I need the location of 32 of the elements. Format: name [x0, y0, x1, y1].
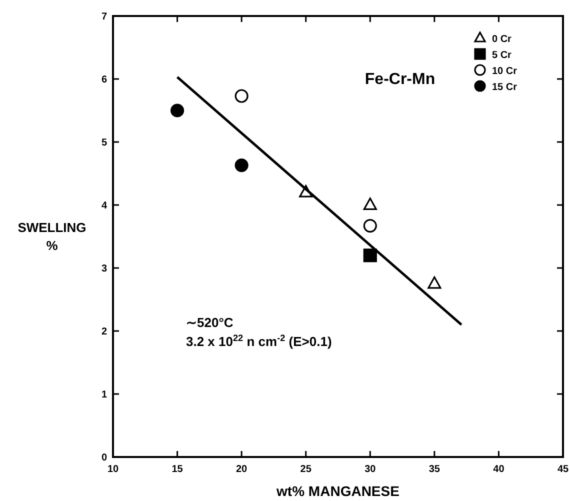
- x-tick-label: 40: [493, 464, 505, 475]
- x-tick-label: 15: [172, 464, 184, 475]
- legend-label: 15 Cr: [492, 82, 518, 93]
- point: [363, 198, 377, 210]
- y-tick-label: 4: [101, 200, 108, 212]
- text: Fe-Cr-Mn: [364, 71, 436, 88]
- annotation: ∼520°C: [186, 315, 234, 330]
- y-tick-label: 0: [101, 452, 108, 464]
- x-tick-label: 10: [107, 464, 119, 475]
- x-axis-title: wt% MANGANESE: [276, 483, 400, 499]
- y-tick-label: 6: [101, 74, 108, 86]
- y-axis-title: SWELLING %: [18, 220, 86, 253]
- point: [428, 276, 442, 289]
- y-tick-label: 1: [101, 390, 108, 400]
- legend-label: 10 Cr: [492, 66, 518, 77]
- legend-label: 0 Cr: [492, 34, 512, 45]
- x-tick-label: 20: [236, 464, 248, 475]
- x-tick-label: 45: [557, 464, 569, 475]
- y-tick-label: 7: [101, 12, 108, 22]
- point: [363, 218, 377, 233]
- y-tick-label: 2: [101, 326, 108, 338]
- y-tick-label: 5: [101, 138, 108, 148]
- point: [170, 104, 184, 118]
- x-tick-label: 35: [428, 464, 440, 475]
- annotation: 3.2 x 10$^{22}$ n cm$^{-2}$ (E>0.1): [186, 333, 332, 349]
- point: [363, 248, 377, 262]
- x-tick-label: 30: [364, 464, 376, 475]
- x-tick-label: 25: [300, 464, 312, 475]
- legend-label: 5 Cr: [492, 50, 512, 61]
- y-tick-label: 3: [101, 264, 108, 274]
- point: [234, 158, 248, 172]
- point: [234, 89, 248, 103]
